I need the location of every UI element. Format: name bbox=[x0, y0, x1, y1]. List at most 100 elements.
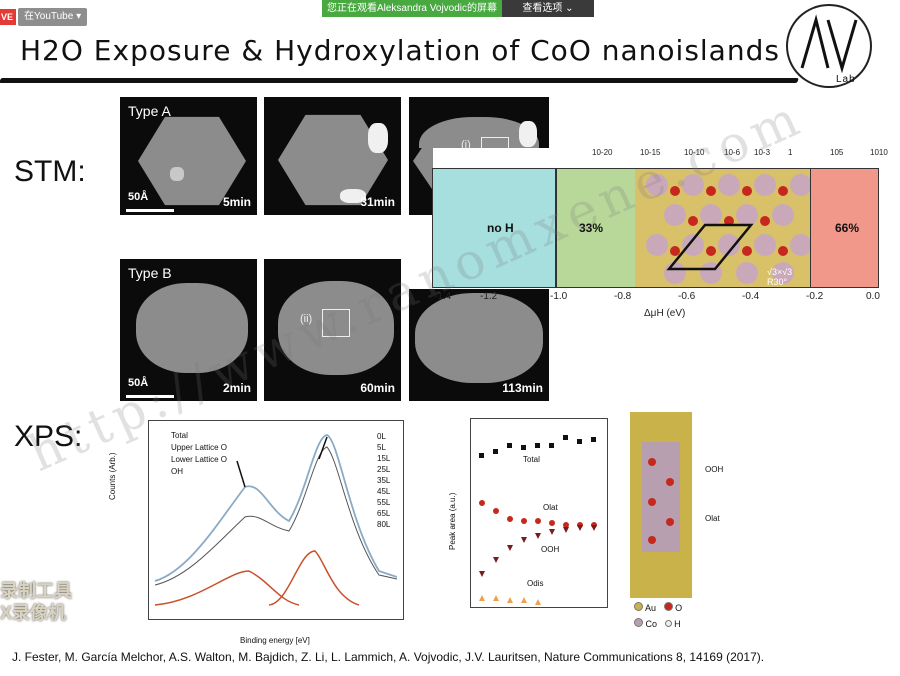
region-label: 66% bbox=[835, 221, 860, 235]
av-logo-icon bbox=[800, 14, 858, 74]
av-logo bbox=[786, 4, 872, 88]
roi-box bbox=[322, 309, 350, 337]
o-swatch bbox=[663, 602, 673, 611]
legend-au: Au bbox=[645, 603, 657, 613]
island bbox=[415, 293, 543, 383]
roi-box bbox=[481, 137, 509, 148]
scale-bar bbox=[126, 395, 174, 398]
title-rule bbox=[0, 78, 799, 83]
recorder-logo-line: 录制工具 bbox=[0, 581, 72, 601]
stm-label: STM: bbox=[14, 155, 86, 188]
stm-panel-a1: Type A 50Å 5min bbox=[120, 97, 257, 215]
series-label-odis: Odis bbox=[527, 579, 544, 588]
bottom-tick: -0.8 bbox=[614, 291, 632, 302]
hydrogen-coverage-chart: 10-20 10-15 10-10 10-6 10-3 1 105 1010 n… bbox=[432, 148, 888, 323]
legend-h: H bbox=[674, 619, 681, 629]
region-66: 66% bbox=[810, 168, 879, 288]
bright-spot bbox=[170, 167, 184, 181]
top-tick: 1 bbox=[788, 148, 793, 157]
peak-y-axis-label: Peak area (a.u.) bbox=[448, 492, 457, 550]
region-no-h: no H bbox=[432, 168, 556, 288]
stm-panel-b3: 113min bbox=[409, 289, 549, 401]
bright-spot bbox=[519, 121, 537, 147]
legend-o: O bbox=[675, 603, 683, 613]
h-swatch bbox=[664, 620, 672, 627]
legend-exposure-item: 80L bbox=[377, 520, 391, 529]
legend-exposure-item: 55L bbox=[377, 498, 391, 507]
island bbox=[136, 283, 248, 373]
region-label: 33% bbox=[579, 221, 604, 235]
recorder-logo: 录制工具 X录像机 bbox=[0, 580, 90, 626]
bottom-tick: -0.6 bbox=[678, 291, 696, 302]
bottom-tick: -1.0 bbox=[550, 291, 568, 302]
type-b-label: Type B bbox=[128, 265, 172, 281]
top-tick: 10-3 bbox=[754, 148, 771, 157]
xps-x-axis-label: Binding energy [eV] bbox=[240, 636, 310, 645]
youtube-chip[interactable]: 在YouTube ▾ bbox=[18, 8, 88, 26]
roi-label: (i) bbox=[461, 139, 471, 148]
scale-label: 50Å bbox=[128, 377, 149, 389]
bottom-tick: -0.2 bbox=[806, 291, 824, 302]
top-tick: 1010 bbox=[870, 148, 888, 157]
legend-exposure: 0L 5L 15L 25L 35L 45L 55L 65L 80L bbox=[377, 431, 390, 530]
scale-bar bbox=[126, 209, 174, 212]
peak-area-chart: Total Olat OOH Odis bbox=[470, 418, 608, 608]
logo-lab-text: Lab bbox=[836, 74, 856, 85]
bottom-tick: -0.4 bbox=[742, 291, 760, 302]
structure-inset bbox=[635, 169, 810, 287]
legend-exposure-item: 35L bbox=[377, 476, 391, 485]
co-swatch bbox=[634, 618, 643, 627]
xps-label: XPS: bbox=[14, 420, 83, 453]
type-a-label: Type A bbox=[128, 103, 171, 119]
phase-label: √3×√3 R30° bbox=[767, 267, 793, 287]
au-swatch bbox=[634, 602, 643, 611]
time-label: 5min bbox=[222, 195, 251, 209]
xps-spectrum-svg bbox=[154, 434, 398, 606]
bright-spot bbox=[340, 189, 366, 203]
region-33: 33% √3×√3 R30° bbox=[556, 168, 810, 288]
xps-spectrum-chart: Total Upper Lattice O Lower Lattice O OH… bbox=[148, 420, 404, 620]
view-options-button[interactable]: 查看选项 ⌄ bbox=[502, 0, 594, 17]
stm-panel-a3-top: (i) bbox=[409, 97, 549, 148]
x-axis-label: ΔμH (eV) bbox=[644, 308, 686, 319]
top-tick: 10-10 bbox=[684, 148, 705, 157]
legend-exposure-item: 45L bbox=[377, 487, 391, 496]
viewing-screen-banner: 您正在观看Aleksandra Vojvodic的屏幕 bbox=[322, 0, 502, 17]
structure-label-olat: Olat bbox=[705, 514, 720, 523]
stm-panel-b2: (ii) 60min bbox=[264, 259, 401, 401]
top-tick: 10-6 bbox=[724, 148, 741, 157]
peak-area-svg bbox=[479, 435, 597, 605]
time-label: 60min bbox=[360, 381, 395, 395]
atom-legend: Au O Co H bbox=[634, 600, 724, 632]
time-label: 113min bbox=[502, 381, 543, 395]
legend-upper-lattice: Upper Lattice O bbox=[171, 443, 228, 452]
top-tick: 105 bbox=[830, 148, 844, 157]
structure-label-ooh: OOH bbox=[705, 465, 724, 474]
legend-exposure-item: 5L bbox=[377, 443, 386, 452]
recorder-logo-line: X录像机 bbox=[0, 603, 67, 623]
citation: J. Fester, M. García Melchor, A.S. Walto… bbox=[12, 650, 765, 664]
legend-exposure-item: 25L bbox=[377, 465, 391, 474]
roi-label: (ii) bbox=[300, 313, 313, 325]
stm-panel-b1: Type B 50Å 2min bbox=[120, 259, 257, 401]
slide-title: H2O Exposure & Hydroxylation of CoO nano… bbox=[20, 34, 780, 67]
region-label: no H bbox=[487, 221, 514, 235]
bottom-tick: 0.0 bbox=[866, 291, 880, 302]
legend-lower-lattice: Lower Lattice O bbox=[171, 455, 228, 464]
bright-spot bbox=[368, 123, 388, 153]
legend-oh: OH bbox=[171, 467, 183, 476]
series-label-ooh: OOH bbox=[541, 545, 560, 554]
legend-exposure-item: 0L bbox=[377, 432, 386, 441]
bottom-tick: -1.2 bbox=[480, 291, 498, 302]
scale-label: 50Å bbox=[128, 191, 149, 203]
bottom-tick: -1.4 bbox=[434, 291, 452, 302]
time-label: 2min bbox=[222, 381, 251, 395]
island bbox=[278, 281, 394, 375]
legend-co: Co bbox=[645, 619, 658, 629]
top-tick: 10-15 bbox=[640, 148, 661, 157]
slab-structure-model bbox=[630, 412, 692, 598]
time-label: 31min bbox=[360, 195, 395, 209]
legend-total: Total bbox=[171, 431, 188, 440]
stm-panel-a2: 31min bbox=[264, 97, 401, 215]
legend-exposure-item: 15L bbox=[377, 454, 391, 463]
